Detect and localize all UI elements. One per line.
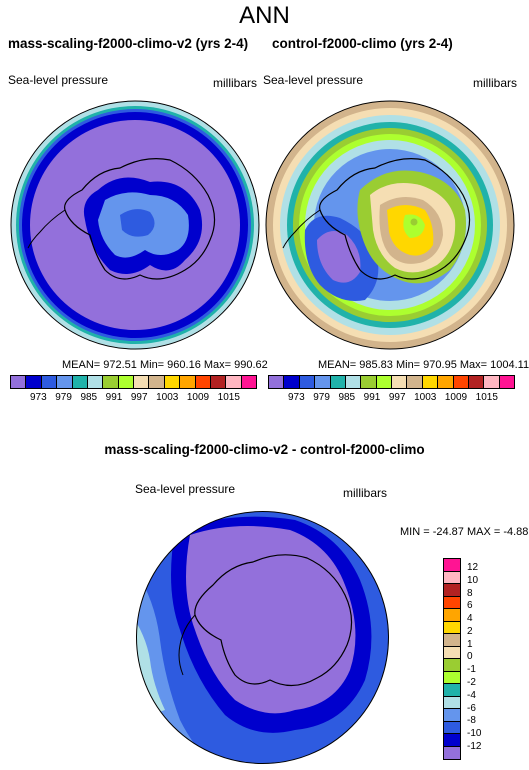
tick-label: -6 (467, 702, 476, 714)
diff-stats: MIN = -24.87 MAX = -4.88 (400, 526, 529, 538)
tick-label: 1009 (186, 392, 210, 403)
tick-label: 1 (467, 638, 473, 650)
diff-panel-title: mass-scaling-f2000-climo-v2 - control-f2… (104, 442, 425, 457)
tick-label: 973 (288, 392, 305, 403)
tick-label: -2 (467, 677, 476, 689)
right-stats: MEAN= 985.83 Min= 970.95 Max= 1004.11 (318, 359, 529, 371)
tick-label: 12 (467, 562, 479, 573)
left-panel-title: mass-scaling-f2000-climo-v2 (yrs 2-4) (8, 36, 249, 51)
tick-label: -4 (467, 689, 476, 701)
left-polar-map (10, 100, 260, 350)
right-colorbar (268, 375, 515, 389)
tick-label: -8 (467, 715, 476, 727)
tick-label: 979 (313, 392, 330, 403)
diff-colorbar-ticks: 12 10 8 6 4 2 1 0 -1 -2 -4 -6 -8 -10 -12 (467, 562, 481, 752)
tick-label: 0 (467, 651, 473, 663)
tick-label: 1003 (156, 392, 179, 403)
tick-label: -12 (467, 740, 482, 752)
tick-label: 1015 (475, 392, 498, 403)
main-title: ANN (239, 2, 290, 29)
right-units-label: millibars (473, 76, 518, 90)
diff-units-label: millibars (343, 486, 388, 500)
diff-variable-label: Sea-level pressure (135, 482, 236, 496)
tick-label: 991 (105, 392, 123, 403)
tick-label: 6 (467, 600, 473, 612)
tick-label: 973 (30, 392, 47, 403)
right-panel-title: control-f2000-climo (yrs 2-4) (272, 36, 453, 51)
tick-label: 2 (467, 625, 473, 637)
tick-label: 1009 (444, 392, 468, 403)
tick-label: 985 (80, 392, 98, 403)
tick-label: 10 (467, 574, 479, 586)
tick-label: 997 (388, 392, 406, 403)
left-units-label: millibars (213, 76, 258, 90)
tick-label: 4 (467, 613, 473, 625)
left-stats: MEAN= 972.51 Min= 960.16 Max= 990.62 (62, 359, 268, 371)
tick-label: 997 (130, 392, 148, 403)
left-variable-label: Sea-level pressure (8, 73, 109, 87)
tick-label: 979 (55, 392, 72, 403)
tick-label: -1 (467, 664, 476, 676)
tick-label: -10 (467, 728, 482, 740)
tick-label: 1015 (217, 392, 240, 403)
diff-polar-map (136, 511, 389, 764)
right-colorbar-ticks: 973 979 985 991 997 1003 1009 1015 (288, 392, 498, 403)
tick-label: 8 (467, 587, 473, 599)
right-variable-label: Sea-level pressure (263, 73, 364, 87)
tick-label: 1003 (414, 392, 437, 403)
left-colorbar-ticks: 973 979 985 991 997 1003 1009 1015 (30, 392, 240, 403)
tick-label: 985 (338, 392, 356, 403)
tick-label: 991 (363, 392, 381, 403)
diff-colorbar (443, 558, 461, 760)
left-colorbar (10, 375, 257, 389)
right-polar-map (265, 100, 515, 350)
